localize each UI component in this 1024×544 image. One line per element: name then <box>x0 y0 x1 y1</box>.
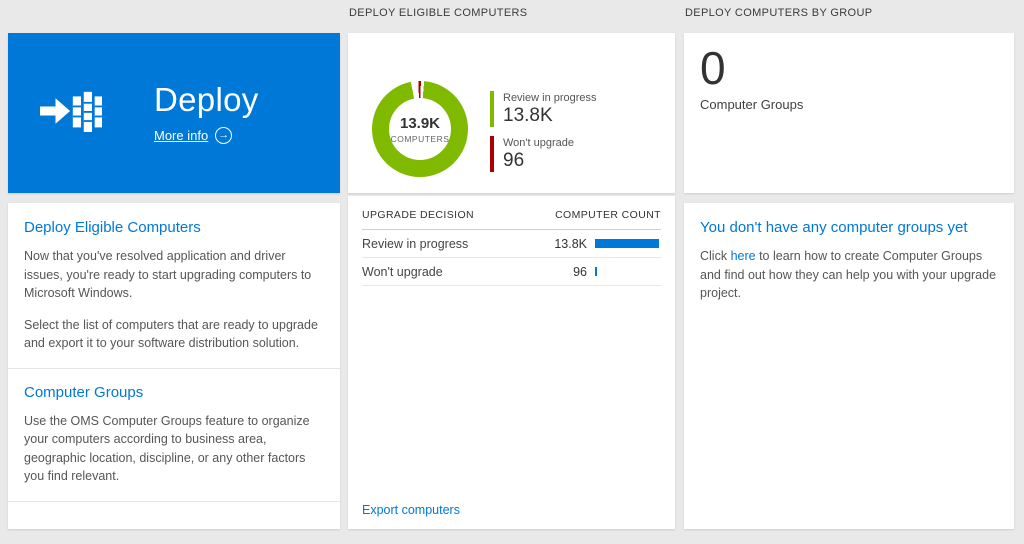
deploy-eligible-paragraph-2: Select the list of computers that are re… <box>24 317 318 351</box>
section-divider <box>8 367 340 369</box>
legend-value: 96 <box>503 150 525 172</box>
computer-groups-count-label: Computer Groups <box>700 97 804 113</box>
row-label: Review in progress <box>362 236 469 251</box>
right-column-header: DEPLOY COMPUTERS BY GROUP <box>685 7 873 19</box>
chart-legend: Review in progress 13.8K Won't upgrade 9… <box>490 91 597 181</box>
eligible-computers-chart-tile[interactable]: 13.9K COMPUTERS Review in progress 13.8K… <box>348 33 675 193</box>
no-groups-paragraph: Click here to learn how to create Comput… <box>700 247 998 303</box>
no-groups-text-after: to learn how to create Computer Groups a… <box>700 249 997 300</box>
row-label: Won't upgrade <box>362 264 443 279</box>
legend-label: Review in progress <box>503 92 597 104</box>
row-bar-track <box>595 239 661 248</box>
upgrade-decision-table-panel: UPGRADE DECISION COMPUTER COUNT Review i… <box>348 196 675 529</box>
deploy-tile-title: Deploy <box>154 80 259 118</box>
here-link[interactable]: here <box>730 249 756 263</box>
legend-label: Won't upgrade <box>503 137 575 150</box>
more-info-arrow-icon[interactable]: → <box>215 127 233 145</box>
section-divider <box>8 500 340 502</box>
no-groups-heading: You don't have any computer groups yet <box>700 219 968 236</box>
legend-item-wont-upgrade: Won't upgrade 96 <box>490 136 597 173</box>
donut-chart: 13.9K COMPUTERS <box>372 81 468 177</box>
donut-center-value: 13.9K <box>399 114 441 132</box>
computer-groups-paragraph: Use the OMS Computer Groups feature to o… <box>24 413 310 484</box>
table-header-row: UPGRADE DECISION COMPUTER COUNT <box>362 196 661 230</box>
computer-groups-info-panel: You don't have any computer groups yet C… <box>684 203 1014 529</box>
table-row[interactable]: Won't upgrade 96 <box>362 258 661 286</box>
row-count: 96 <box>573 264 587 279</box>
legend-value: 13.8K <box>503 105 553 127</box>
table-row[interactable]: Review in progress 13.8K <box>362 230 661 258</box>
section-heading-deploy-eligible: Deploy Eligible Computers <box>24 219 201 236</box>
deploy-icon <box>40 85 102 142</box>
donut-center-label: COMPUTERS <box>390 133 450 144</box>
row-count: 13.8K <box>554 236 587 251</box>
column-header-upgrade-decision: UPGRADE DECISION <box>362 209 474 221</box>
legend-item-review-in-progress: Review in progress 13.8K <box>490 91 597 128</box>
export-computers-link[interactable]: Export computers <box>362 503 460 517</box>
section-heading-computer-groups: Computer Groups <box>24 383 144 401</box>
deploy-tile[interactable]: Deploy More info → <box>8 33 340 193</box>
computer-groups-count-tile[interactable]: 0 Computer Groups <box>684 33 1014 193</box>
column-header-computer-count: COMPUTER COUNT <box>555 209 661 221</box>
row-bar <box>595 239 659 248</box>
no-groups-text-before: Click <box>700 249 731 263</box>
row-bar-track <box>595 267 661 276</box>
deploy-eligible-paragraph-1: Now that you've resolved application and… <box>24 249 312 300</box>
deploy-info-panel: Deploy Eligible Computers Now that you'v… <box>8 203 340 529</box>
more-info-link[interactable]: More info <box>154 128 209 144</box>
row-bar <box>595 267 597 276</box>
computer-groups-count: 0 <box>700 42 726 94</box>
middle-column-header: DEPLOY ELIGIBLE COMPUTERS <box>349 7 528 19</box>
